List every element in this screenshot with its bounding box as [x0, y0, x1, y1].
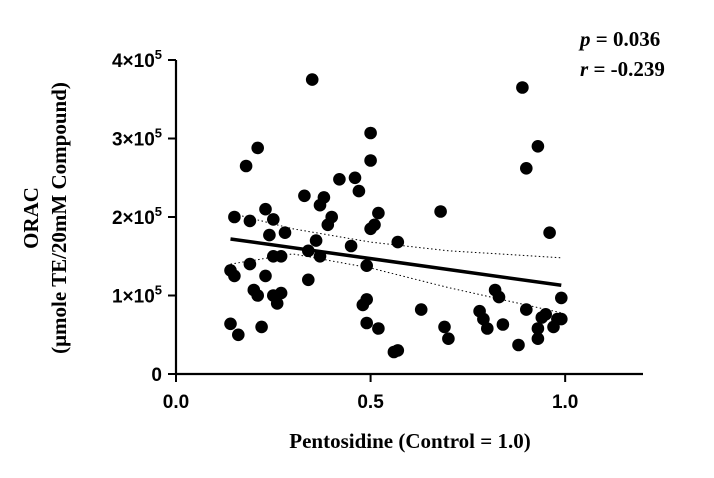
data-point: [228, 269, 241, 283]
data-point: [531, 322, 545, 335]
data-point: [531, 332, 545, 346]
data-point: [555, 312, 568, 326]
data-point: [414, 303, 428, 316]
data-point: [372, 322, 385, 335]
data-point: [239, 159, 253, 173]
data-point: [317, 191, 331, 204]
data-point: [259, 269, 272, 283]
data-point: [270, 297, 284, 310]
data-point: [492, 290, 506, 304]
regression-line: [230, 237, 562, 288]
data-point: [267, 213, 280, 226]
x-tick-label: 1.0: [552, 392, 578, 413]
data-point: [520, 162, 533, 175]
data-point: [391, 344, 405, 357]
r-value: = -0.239: [588, 57, 665, 81]
y-tick-label: 0: [151, 365, 162, 386]
y-axis-title-line1: ORAC: [19, 187, 43, 249]
data-point: [274, 249, 288, 263]
data-point: [438, 320, 451, 334]
data-point: [255, 320, 268, 334]
data-point: [364, 154, 377, 167]
data-point: [251, 141, 264, 155]
data-point: [531, 140, 545, 153]
y-axis-title-line2: (μmole TE/20mM Compound): [47, 82, 71, 354]
data-point: [434, 205, 447, 218]
data-point: [251, 289, 264, 302]
fit-line: [230, 237, 562, 288]
data-point: [368, 218, 381, 232]
y-tick-label: 4×105: [112, 47, 162, 72]
p-symbol: p: [578, 27, 591, 51]
data-point: [278, 226, 292, 239]
data-points: [224, 73, 568, 359]
data-point: [539, 308, 552, 321]
data-point: [555, 291, 568, 305]
data-point: [243, 257, 257, 271]
data-point: [360, 293, 374, 306]
y-tick-label: 2×105: [112, 204, 162, 229]
y-axis-title: ORAC (μmole TE/20mM Compound): [19, 82, 71, 354]
y-tick-label: 3×105: [112, 126, 162, 151]
data-point: [481, 322, 494, 335]
x-axis-title: Pentosidine (Control = 1.0): [289, 429, 530, 453]
data-point: [360, 259, 374, 273]
data-point: [372, 206, 385, 220]
confidence-band: [230, 212, 562, 314]
data-point: [309, 234, 323, 247]
data-point: [274, 286, 288, 300]
data-point: [344, 239, 358, 253]
data-point: [333, 173, 346, 186]
data-point: [263, 228, 276, 242]
data-point: [512, 338, 525, 352]
r-symbol: r: [580, 57, 589, 81]
x-ticks: 0.0 0.5 1.0: [163, 374, 578, 413]
data-point: [364, 126, 377, 140]
data-point: [442, 332, 455, 346]
data-point: [352, 184, 366, 198]
data-point: [348, 171, 362, 185]
data-point: [391, 235, 405, 249]
data-point: [325, 210, 339, 224]
ci-lower-line: [230, 253, 562, 314]
y-tick-label: 1×105: [112, 283, 162, 308]
data-point: [232, 328, 245, 342]
data-point: [224, 317, 237, 331]
x-tick-label: 0.0: [163, 392, 189, 413]
data-point: [259, 202, 272, 216]
x-tick-label: 0.5: [357, 392, 384, 413]
data-point: [496, 318, 510, 331]
data-point: [360, 316, 374, 330]
y-ticks: 0 1×105 2×105 3×105 4×105: [112, 47, 176, 386]
p-value-label: p = 0.036: [578, 27, 660, 51]
data-point: [516, 81, 529, 94]
data-point: [520, 303, 533, 316]
data-point: [228, 210, 241, 224]
r-value-label: r = -0.239: [580, 57, 665, 81]
data-point: [243, 214, 257, 228]
p-value: = 0.036: [591, 27, 661, 51]
data-point: [543, 226, 556, 239]
data-point: [302, 273, 315, 287]
data-point: [305, 73, 319, 86]
data-point: [298, 189, 311, 203]
